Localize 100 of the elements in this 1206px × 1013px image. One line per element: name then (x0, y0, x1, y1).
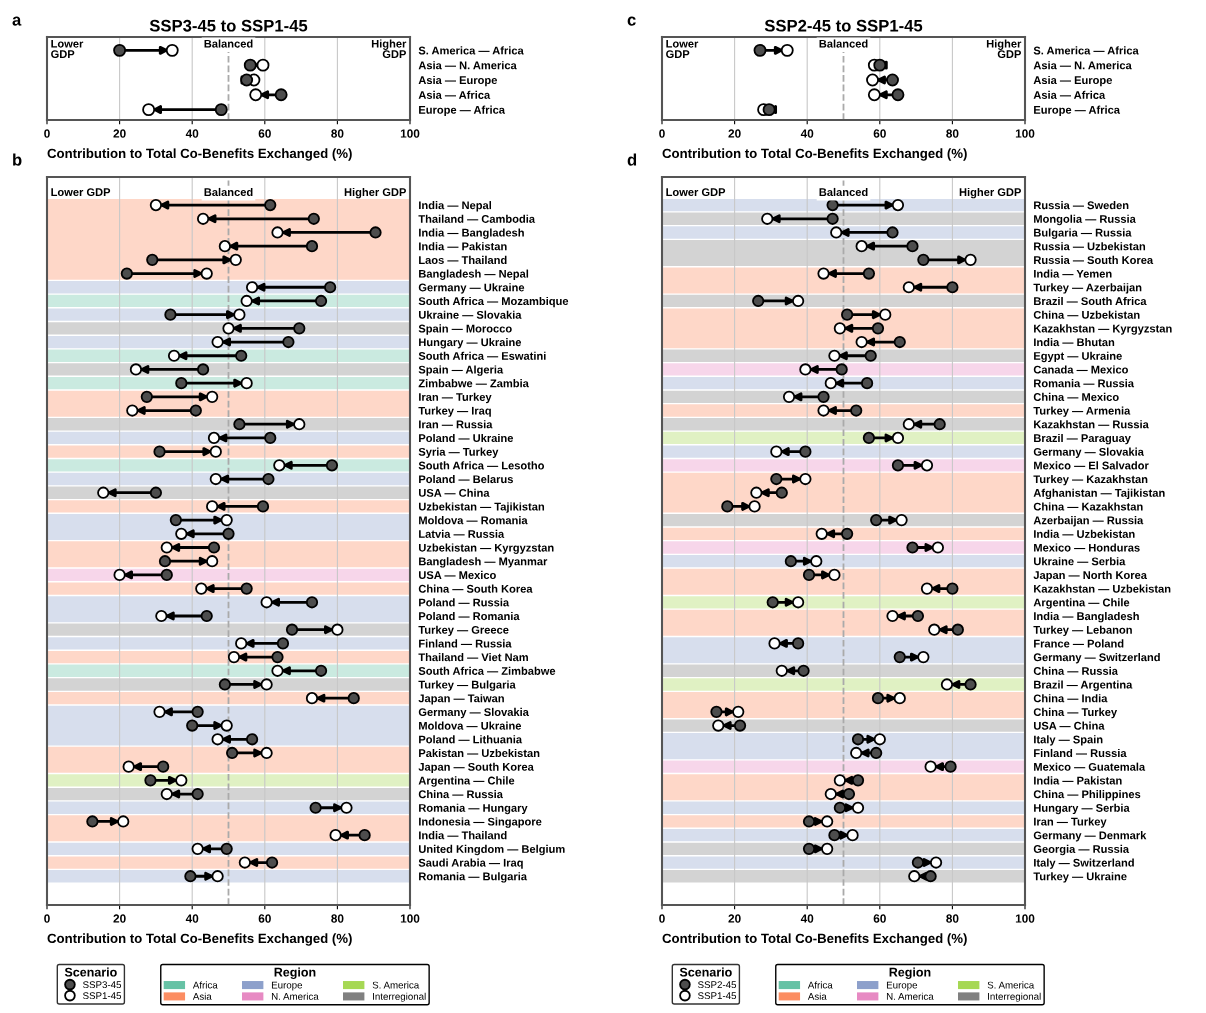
x-tick-label: 40 (185, 129, 199, 138)
y-tick-label: Germany — Denmark (1033, 831, 1147, 842)
y-tick-label: Afghanistan — Tajikistan (1033, 488, 1165, 500)
y-tick-label: South Africa — Zimbabwe (418, 666, 556, 675)
x-tick-label: 0 (659, 129, 665, 138)
y-tick-label: Mexico — Honduras (1034, 543, 1140, 552)
legend-label: Asia (807, 992, 827, 1000)
y-tick-label: India — Yemen (1034, 269, 1112, 278)
y-tick-label: S. America — Africa (418, 46, 524, 55)
y-tick-label: India — Bangladesh (419, 228, 524, 239)
y-tick-label: Hungary — Ukraine (419, 338, 522, 349)
ref-line-label: Balanced (819, 39, 868, 48)
x-tick-label: 80 (946, 129, 959, 138)
y-tick-label: Poland — Russia (419, 598, 510, 607)
y-tick-label: Kazakhstan — Uzbekistan (1034, 584, 1171, 593)
y-tick-label: USA — Mexico (419, 570, 496, 580)
y-tick-label: Syria — Turkey (418, 447, 499, 458)
y-tick-label: Zimbabwe — Zambia (418, 379, 529, 388)
y-tick-label: Pakistan — Uzbekistan (419, 748, 540, 758)
y-tick-label: Finland — Russia (419, 639, 512, 648)
y-tick-label: Moldova — Ukraine (419, 721, 522, 730)
y-tick-label: Thailand — Cambodia (418, 214, 536, 223)
y-tick-label: Japan — Taiwan (418, 694, 504, 705)
y-tick-label: Argentina — Chile (418, 776, 515, 787)
legend-label: Interregional (373, 992, 426, 1002)
y-tick-label: Iran — Turkey (419, 392, 492, 404)
legend-title: Scenario (64, 967, 117, 977)
y-tick-label: USA — China (419, 488, 490, 497)
y-tick-label: USA — China (1034, 721, 1105, 730)
y-tick-label: Canada — Mexico (1033, 365, 1128, 374)
y-tick-label: Poland — Romania (419, 611, 520, 621)
annotation: Higher GDP (371, 39, 407, 59)
y-tick-label: Germany — Ukraine (418, 283, 525, 294)
y-tick-label: Spain — Morocco (418, 324, 512, 335)
y-tick-label: S. America — Africa (1033, 46, 1139, 55)
x-tick-label: 100 (400, 129, 420, 138)
y-tick-label: Ukraine — Slovakia (419, 310, 522, 319)
y-tick-label: Poland — Lithuania (419, 735, 523, 744)
y-tick-label: Iran — Turkey (1034, 817, 1107, 828)
x-axis-title: Contribution to Total Co-Benefits Exchanged (%) (662, 148, 967, 161)
legend-label: SSP2-45 (698, 981, 737, 989)
x-tick-label: 60 (873, 914, 886, 923)
y-tick-label: Italy — Spain (1034, 735, 1103, 746)
legend-label: Interregional (988, 992, 1041, 1002)
y-tick-label: Russia — Uzbekistan (1034, 242, 1146, 251)
text: b (13, 153, 22, 166)
y-tick-label: Ukraine — Serbia (1034, 557, 1126, 566)
ref-line-label: Balanced (819, 187, 868, 197)
y-tick-label: Brazil — South Africa (1034, 296, 1147, 306)
text: d (627, 153, 637, 166)
y-tick-label: Europe — Africa (419, 105, 506, 116)
text: Region (889, 967, 931, 980)
x-tick-label: 20 (728, 914, 741, 923)
text: Higher GDP (959, 187, 1021, 199)
y-tick-label: Thailand — Viet Nam (418, 653, 528, 662)
y-tick-label: Japan — South Korea (418, 762, 534, 773)
annotation: Lower GDP (51, 39, 84, 59)
y-tick-label: China — Uzbekistan (1033, 310, 1140, 319)
y-tick-label: Brazil — Argentina (1034, 680, 1133, 691)
text: a (12, 16, 22, 26)
y-tick-label: Asia — Europe (418, 75, 497, 87)
y-tick-label: Turkey — Iraq (418, 406, 491, 417)
y-tick-label: Asia — Africa (418, 90, 491, 99)
y-tick-label: China — Russia (418, 790, 503, 799)
x-tick-label: 40 (185, 914, 199, 923)
y-tick-label: Germany — Switzerland (1033, 653, 1160, 664)
x-tick-label: 40 (800, 129, 814, 138)
y-tick-label: Bulgaria — Russia (1034, 228, 1132, 239)
y-tick-label: China — Philippines (1033, 790, 1141, 801)
legend-label: N. America (271, 992, 319, 1000)
y-tick-label: China — Russia (1033, 666, 1118, 675)
y-tick-label: Asia — Europe (1033, 75, 1112, 87)
y-tick-label: India — Pakistan (1034, 776, 1122, 785)
x-tick-label: 80 (331, 914, 344, 923)
text: Lower GDP (666, 188, 726, 197)
legend-label: Europe (886, 981, 918, 991)
y-tick-label: Asia — N. America (1033, 61, 1132, 70)
x-tick-label: 20 (113, 914, 126, 923)
annotation: Lower GDP (666, 39, 699, 59)
y-tick-label: Asia — N. America (418, 61, 517, 70)
y-tick-label: Finland — Russia (1034, 748, 1127, 758)
x-tick-label: 40 (800, 914, 814, 923)
y-tick-label: Georgia — Russia (1033, 844, 1130, 856)
x-tick-label: 80 (946, 914, 959, 923)
x-tick-label: 60 (873, 129, 886, 138)
y-tick-label: China — India (1033, 694, 1108, 703)
legend-label: S. America (372, 981, 420, 989)
x-tick-label: 20 (728, 129, 741, 138)
y-tick-label: Japan — North Korea (1033, 570, 1148, 582)
legend-label: Europe (271, 981, 303, 991)
y-tick-label: Italy — Switzerland (1034, 858, 1134, 869)
legend-label: N. America (886, 992, 934, 1000)
y-tick-label: Poland — Belarus (419, 474, 513, 484)
y-tick-label: China — Kazakhstan (1033, 502, 1143, 511)
y-tick-label: India — Bangladesh (1034, 611, 1139, 623)
y-tick-label: Saudi Arabia — Iraq (418, 858, 523, 869)
y-tick-label: Uzbekistan — Tajikistan (419, 502, 545, 513)
x-tick-label: 20 (113, 129, 126, 138)
y-tick-label: China — Turkey (1033, 707, 1118, 719)
x-axis-title: Contribution to Total Co-Benefits Exchanged (%) (47, 148, 352, 161)
